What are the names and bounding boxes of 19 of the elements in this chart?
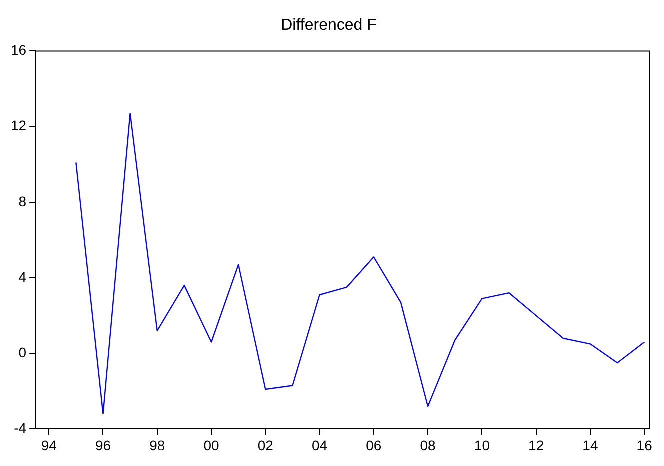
x-tick-label: 06 — [366, 437, 382, 454]
y-tick-label: 4 — [18, 268, 27, 285]
x-tick-label: 96 — [95, 437, 112, 454]
x-tick-label: 94 — [41, 437, 58, 454]
y-tick-label: 8 — [18, 193, 27, 210]
x-tick-label: 02 — [258, 437, 274, 454]
y-tick-label: 16 — [10, 42, 27, 58]
y-tick-label: 12 — [10, 118, 27, 134]
y-tick-label: 0 — [18, 344, 27, 360]
x-tick-label: 16 — [636, 437, 653, 454]
x-tick-label: 08 — [420, 437, 436, 454]
y-tick-label: -4 — [14, 420, 27, 436]
x-tick-label: 10 — [474, 437, 490, 454]
x-tick-label: 04 — [312, 437, 328, 454]
chart-title: Differenced F — [281, 17, 378, 34]
x-tick-label: 98 — [150, 437, 166, 454]
x-tick-label: 14 — [582, 437, 598, 454]
x-tick-label: 12 — [528, 437, 544, 454]
x-tick-label: 00 — [204, 437, 220, 454]
